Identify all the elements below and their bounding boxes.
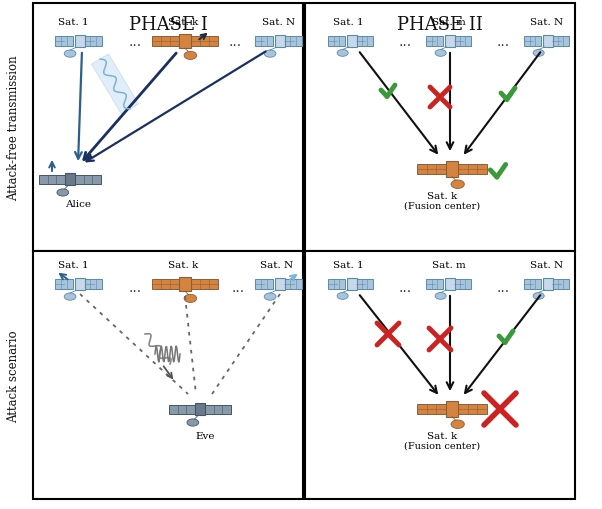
Text: Sat. 1: Sat. 1	[333, 261, 364, 269]
Text: (Fusion center): (Fusion center)	[404, 441, 480, 450]
Bar	[285, 279, 302, 290]
Bar	[191, 37, 218, 47]
Bar	[524, 37, 541, 47]
Bar	[33, 251, 303, 499]
Ellipse shape	[184, 295, 197, 303]
Text: PHASE II: PHASE II	[397, 16, 483, 34]
Bar	[305, 251, 575, 499]
Bar	[305, 4, 575, 251]
Bar	[446, 162, 458, 177]
Bar	[191, 279, 218, 290]
Text: ...: ...	[128, 280, 141, 294]
Ellipse shape	[64, 293, 76, 301]
Bar	[75, 175, 101, 184]
Bar	[417, 164, 446, 175]
Ellipse shape	[57, 189, 69, 196]
Ellipse shape	[435, 50, 446, 57]
Polygon shape	[92, 55, 138, 115]
Bar	[445, 278, 455, 290]
Bar	[328, 37, 345, 47]
Bar	[75, 278, 85, 291]
Bar	[255, 37, 273, 47]
Bar	[356, 37, 373, 47]
Bar	[64, 174, 75, 186]
Bar	[458, 164, 486, 175]
Bar	[417, 404, 446, 414]
Text: Attack scenario: Attack scenario	[7, 330, 20, 422]
Bar	[84, 279, 102, 290]
Bar	[205, 405, 231, 414]
Bar	[275, 278, 285, 291]
Text: Sat. k: Sat. k	[168, 261, 198, 269]
Bar	[445, 36, 455, 48]
Text: Sat. 1: Sat. 1	[333, 18, 364, 27]
Ellipse shape	[64, 51, 76, 58]
Ellipse shape	[451, 420, 464, 429]
Bar	[544, 36, 553, 48]
Ellipse shape	[264, 293, 276, 301]
Ellipse shape	[451, 181, 464, 189]
Text: ...: ...	[228, 35, 241, 49]
Bar	[524, 280, 541, 289]
Text: Attack-free transmission: Attack-free transmission	[7, 55, 20, 201]
Bar	[446, 402, 458, 417]
Text: Sat. N: Sat. N	[530, 18, 563, 27]
Bar	[328, 280, 345, 289]
Ellipse shape	[533, 293, 544, 300]
Bar	[84, 37, 102, 47]
Text: ...: ...	[497, 35, 509, 49]
Bar	[347, 36, 356, 48]
Text: Sat. N: Sat. N	[530, 261, 563, 269]
Bar	[347, 278, 356, 290]
Bar	[426, 280, 443, 289]
Text: ...: ...	[128, 35, 141, 49]
Ellipse shape	[337, 293, 348, 300]
Bar	[552, 280, 569, 289]
Text: Sat. N: Sat. N	[260, 261, 293, 269]
Bar	[458, 404, 486, 414]
Bar	[55, 37, 73, 47]
Text: Sat. N: Sat. N	[262, 18, 295, 27]
Bar	[285, 37, 302, 47]
Bar	[169, 405, 194, 414]
Bar	[552, 37, 569, 47]
Bar	[275, 36, 285, 48]
Bar	[455, 37, 471, 47]
Text: ...: ...	[399, 35, 412, 49]
Text: ...: ...	[497, 280, 509, 294]
Bar	[152, 37, 179, 47]
Bar	[179, 277, 191, 292]
Bar	[152, 279, 179, 290]
Text: ...: ...	[231, 280, 244, 294]
Bar	[75, 36, 85, 48]
Bar	[356, 280, 373, 289]
Bar	[33, 4, 303, 251]
Ellipse shape	[337, 50, 348, 57]
Bar	[55, 279, 73, 290]
Bar	[39, 175, 64, 184]
Bar	[544, 278, 553, 290]
Text: (Fusion center): (Fusion center)	[404, 202, 480, 211]
Ellipse shape	[187, 419, 199, 426]
Ellipse shape	[533, 50, 544, 57]
Text: Sat. m: Sat. m	[432, 18, 466, 27]
Ellipse shape	[264, 51, 276, 58]
Text: PHASE I: PHASE I	[129, 16, 208, 34]
Text: Sat. k: Sat. k	[427, 431, 457, 440]
Ellipse shape	[435, 293, 446, 300]
Text: Sat. k: Sat. k	[168, 18, 198, 27]
Bar	[455, 280, 471, 289]
Bar	[194, 403, 205, 415]
Bar	[255, 279, 273, 290]
Text: Alice: Alice	[65, 200, 91, 209]
Bar	[426, 37, 443, 47]
Ellipse shape	[184, 52, 197, 61]
Text: Sat. m: Sat. m	[432, 261, 466, 269]
Text: Eve: Eve	[195, 431, 215, 440]
Text: Sat. 1: Sat. 1	[58, 261, 88, 269]
Bar	[179, 35, 191, 49]
Text: ...: ...	[399, 280, 412, 294]
Text: Sat. k: Sat. k	[427, 191, 457, 201]
Text: Sat. 1: Sat. 1	[58, 18, 88, 27]
